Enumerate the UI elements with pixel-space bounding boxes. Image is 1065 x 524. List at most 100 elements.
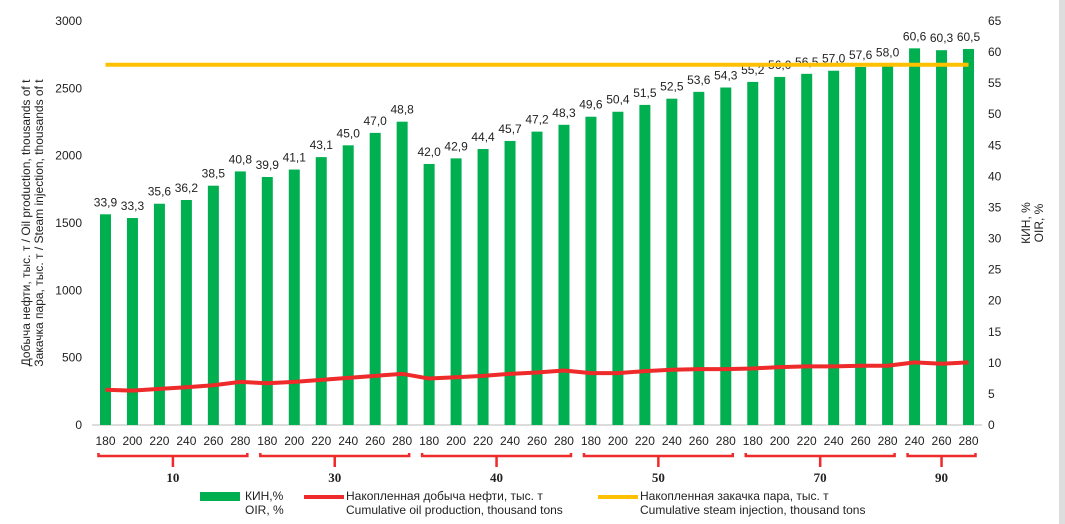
y-left-tick-label: 2000 [55, 149, 82, 163]
kin-bar [342, 145, 354, 426]
x-tick-label: 180 [95, 434, 115, 448]
x-tick-label: 280 [716, 434, 736, 448]
group-bracket [906, 453, 977, 467]
bar-data-label: 45,0 [337, 126, 361, 140]
x-tick-label: 280 [554, 434, 574, 448]
y-right-tick-label: 30 [988, 232, 1002, 246]
bar-data-label: 54,3 [714, 69, 738, 83]
x-tick-label: 260 [527, 434, 547, 448]
bar-data-label: 58,0 [876, 46, 900, 60]
x-tick-label: 280 [392, 434, 412, 448]
kin-bar [369, 132, 381, 425]
y-right-tick-label: 5 [988, 387, 995, 401]
bar-data-label: 36,2 [175, 181, 199, 195]
kin-bar [396, 121, 408, 425]
kin-bar [153, 203, 165, 425]
x-tick-label: 240 [662, 434, 682, 448]
x-tick-label: 180 [419, 434, 439, 448]
y-right-tick-label: 35 [988, 200, 1002, 214]
group-label: 50 [652, 470, 665, 485]
bar-data-label: 45,7 [498, 122, 522, 136]
x-tick-label: 280 [878, 434, 898, 448]
x-tick-label: 180 [257, 434, 277, 448]
y-right-tick-label: 55 [988, 76, 1002, 90]
oil-production-line [105, 360, 969, 393]
y-left-tick-label: 0 [75, 418, 82, 432]
x-tick-label: 280 [230, 434, 250, 448]
kin-bar [126, 218, 138, 425]
kin-bar [747, 81, 759, 425]
kin-bar [936, 50, 948, 425]
kin-bar [882, 64, 894, 425]
bar-data-label: 42,0 [417, 145, 441, 159]
bar-data-label: 40,8 [229, 152, 253, 166]
x-tick-label: 240 [176, 434, 196, 448]
x-tick-label: 260 [932, 434, 952, 448]
kin-bar [477, 149, 489, 425]
bar-data-label: 48,3 [552, 106, 576, 120]
legend-label: КИН,% [245, 489, 284, 503]
bar-data-label: 39,9 [256, 158, 280, 172]
legend-label: Cumulative oil production, thousand tons [346, 503, 563, 517]
group-bracket [420, 453, 573, 467]
kin-bar [504, 140, 516, 426]
legend-swatch-kin [200, 492, 240, 501]
bar-data-label: 43,1 [310, 138, 334, 152]
bar-data-label: 60,5 [957, 30, 981, 44]
kin-bar [207, 185, 219, 425]
y-right-axis-title: КИН, %OIR, % [1019, 202, 1046, 244]
bar-data-label: 51,5 [633, 86, 657, 100]
bar-data-label: 53,6 [687, 73, 711, 87]
bar-data-label: 50,4 [606, 93, 630, 107]
x-tick-label: 220 [473, 434, 493, 448]
kin-bar [585, 116, 597, 426]
y-left-tick-label: 2500 [55, 81, 82, 95]
kin-bar [423, 163, 435, 425]
bar-data-label: 33,3 [121, 199, 145, 213]
kin-bar [450, 158, 462, 426]
x-tick-label: 220 [635, 434, 655, 448]
group-bracket [259, 453, 411, 467]
kin-bar [855, 66, 867, 426]
y-right-tick-label: 60 [988, 45, 1002, 59]
kin-bar [180, 200, 192, 425]
bar-data-label: 47,0 [364, 114, 388, 128]
y-right-tick-label: 10 [988, 356, 1002, 370]
x-tick-label: 260 [689, 434, 709, 448]
kin-bar [612, 111, 624, 425]
x-tick-label: 200 [770, 434, 790, 448]
group-label: 90 [935, 470, 948, 485]
kin-bar [99, 214, 111, 425]
y-right-tick-label: 15 [988, 325, 1002, 339]
y-right-tick-label: 40 [988, 169, 1002, 183]
x-tick-label: 180 [581, 434, 601, 448]
x-tick-label: 200 [446, 434, 466, 448]
y-right-tick-label: 0 [988, 418, 995, 432]
kin-bar [531, 131, 543, 425]
bar-data-label: 48,8 [390, 103, 414, 117]
y-left-tick-label: 1000 [55, 283, 82, 297]
kin-bar [315, 157, 327, 425]
y-left-axis-title: Добыча нефти, тыс. т / Oil production, t… [19, 79, 46, 367]
bar-data-label: 60,3 [930, 31, 954, 45]
x-tick-label: 200 [608, 434, 628, 448]
x-tick-label: 220 [797, 434, 817, 448]
x-tick-label: 240 [905, 434, 925, 448]
x-tick-label: 200 [284, 434, 304, 448]
bar-data-label: 33,9 [94, 195, 118, 209]
group-label: 10 [166, 470, 179, 485]
x-tick-label: 240 [500, 434, 520, 448]
group-label: 70 [814, 470, 827, 485]
x-tick-label: 260 [851, 434, 871, 448]
bar-data-label: 52,5 [660, 80, 684, 94]
group-bracket [582, 453, 735, 467]
legend-label: OIR, % [245, 503, 284, 517]
kin-bar [801, 73, 813, 425]
y-right-tick-label: 45 [988, 138, 1002, 152]
x-tick-label: 180 [743, 434, 763, 448]
y-right-tick-label: 20 [988, 294, 1002, 308]
bar-data-label: 57,0 [822, 52, 846, 66]
bar-data-label: 38,5 [202, 167, 226, 181]
kin-bar [774, 76, 786, 425]
